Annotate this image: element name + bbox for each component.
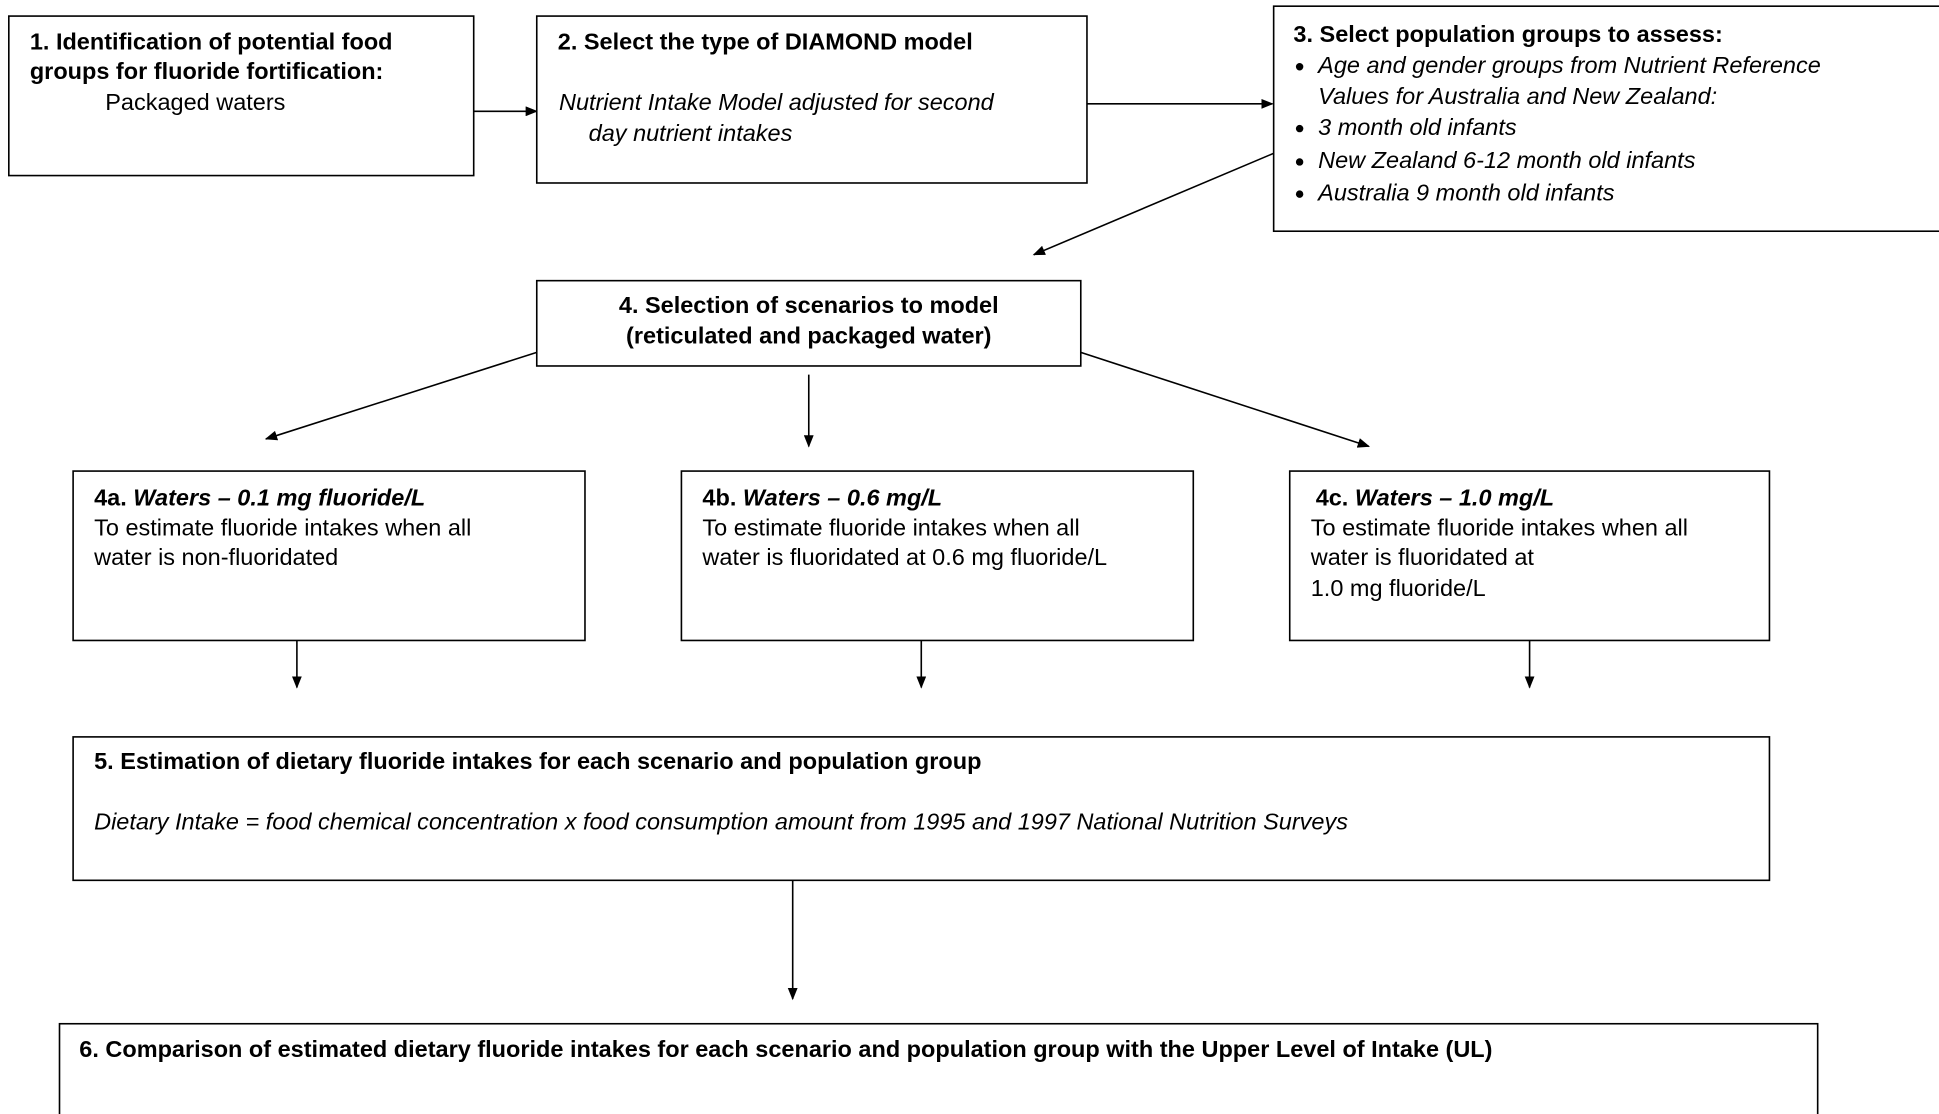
bullet — [1295, 63, 1304, 71]
step-5: 5. Estimation of dietary fluoride intake… — [72, 736, 1771, 882]
arrows — [264, 98, 1535, 1001]
step-title: Waters – 0.1 mg fluoride/L — [133, 485, 425, 511]
step-title: Waters – 0.6 mg/L — [743, 485, 942, 511]
step-title: 4b. Waters – 0.6 mg/L — [702, 485, 942, 511]
bullet — [1295, 158, 1304, 166]
step-body: 1.0 mg fluoride/L — [1311, 575, 1486, 601]
step-3: 3. Select population groups to assess: A… — [1272, 5, 1939, 233]
bullet — [1295, 190, 1304, 198]
box — [72, 736, 1771, 882]
box — [58, 1022, 1819, 1114]
step-title: 4a. Waters – 0.1 mg fluoride/L — [94, 485, 425, 511]
step-title: Waters – 1.0 mg/L — [1355, 485, 1554, 511]
box — [535, 279, 1082, 367]
step-body: water is non-fluoridated — [93, 544, 338, 570]
step-title: 2. Select the type of DIAMOND model — [558, 28, 973, 54]
step-body: day nutrient intakes — [589, 120, 793, 146]
step-title: 6. Comparison of estimated dietary fluor… — [79, 1036, 1492, 1062]
step-6: 6. Comparison of estimated dietary fluor… — [58, 1022, 1819, 1114]
box — [8, 15, 475, 177]
arrow — [1080, 351, 1371, 448]
step-title: 1. Identification of potential food — [30, 28, 393, 54]
step-body: Nutrient Intake Model adjusted for secon… — [559, 89, 995, 115]
step-4b: 4b. Waters – 0.6 mg/L To estimate fluori… — [680, 470, 1195, 642]
step-label: 4a. — [94, 485, 127, 511]
list-item: New Zealand 6-12 month old infants — [1318, 147, 1696, 173]
step-title: 4. Selection of scenarios to model — [619, 292, 999, 318]
box — [1272, 5, 1939, 233]
step-body: Dietary Intake = food chemical concentra… — [94, 809, 1348, 835]
step-4: 4. Selection of scenarios to model (reti… — [535, 279, 1082, 367]
step-body: To estimate fluoride intakes when all — [94, 514, 471, 540]
step-1: 1. Identification of potential food grou… — [8, 15, 475, 177]
step-title: groups for fluoride fortification: — [30, 58, 384, 84]
step-body: To estimate fluoride intakes when all — [702, 514, 1079, 540]
list-item: Age and gender groups from Nutrient Refe… — [1316, 52, 1821, 78]
step-body: water is fluoridated at — [1310, 544, 1535, 570]
step-title: 4c. Waters – 1.0 mg/L — [1316, 485, 1554, 511]
box — [72, 470, 586, 642]
step-4c: 4c. Waters – 1.0 mg/L To estimate fluori… — [1288, 470, 1771, 642]
step-title: (reticulated and packaged water) — [626, 323, 991, 349]
arrow — [1032, 152, 1274, 256]
box — [1288, 470, 1771, 642]
step-title: 5. Estimation of dietary fluoride intake… — [94, 748, 981, 774]
arrow — [264, 351, 538, 441]
bullet — [1295, 124, 1304, 133]
step-label: 4c. — [1316, 485, 1349, 511]
box — [535, 15, 1088, 184]
step-2: 2. Select the type of DIAMOND model Nutr… — [535, 15, 1088, 184]
list-item: Values for Australia and New Zealand: — [1318, 83, 1717, 109]
step-label: 4b. — [702, 485, 736, 511]
list-item: 3 month old infants — [1318, 114, 1517, 140]
step-body: To estimate fluoride intakes when all — [1311, 514, 1688, 540]
step-title: 3. Select population groups to assess: — [1293, 21, 1722, 47]
step-body: Packaged waters — [105, 89, 285, 115]
step-body: water is fluoridated at 0.6 mg fluoride/… — [701, 544, 1107, 570]
step-4a: 4a. Waters – 0.1 mg fluoride/L To estima… — [72, 470, 586, 642]
list-item: Australia 9 month old infants — [1316, 179, 1615, 205]
box — [680, 470, 1195, 642]
